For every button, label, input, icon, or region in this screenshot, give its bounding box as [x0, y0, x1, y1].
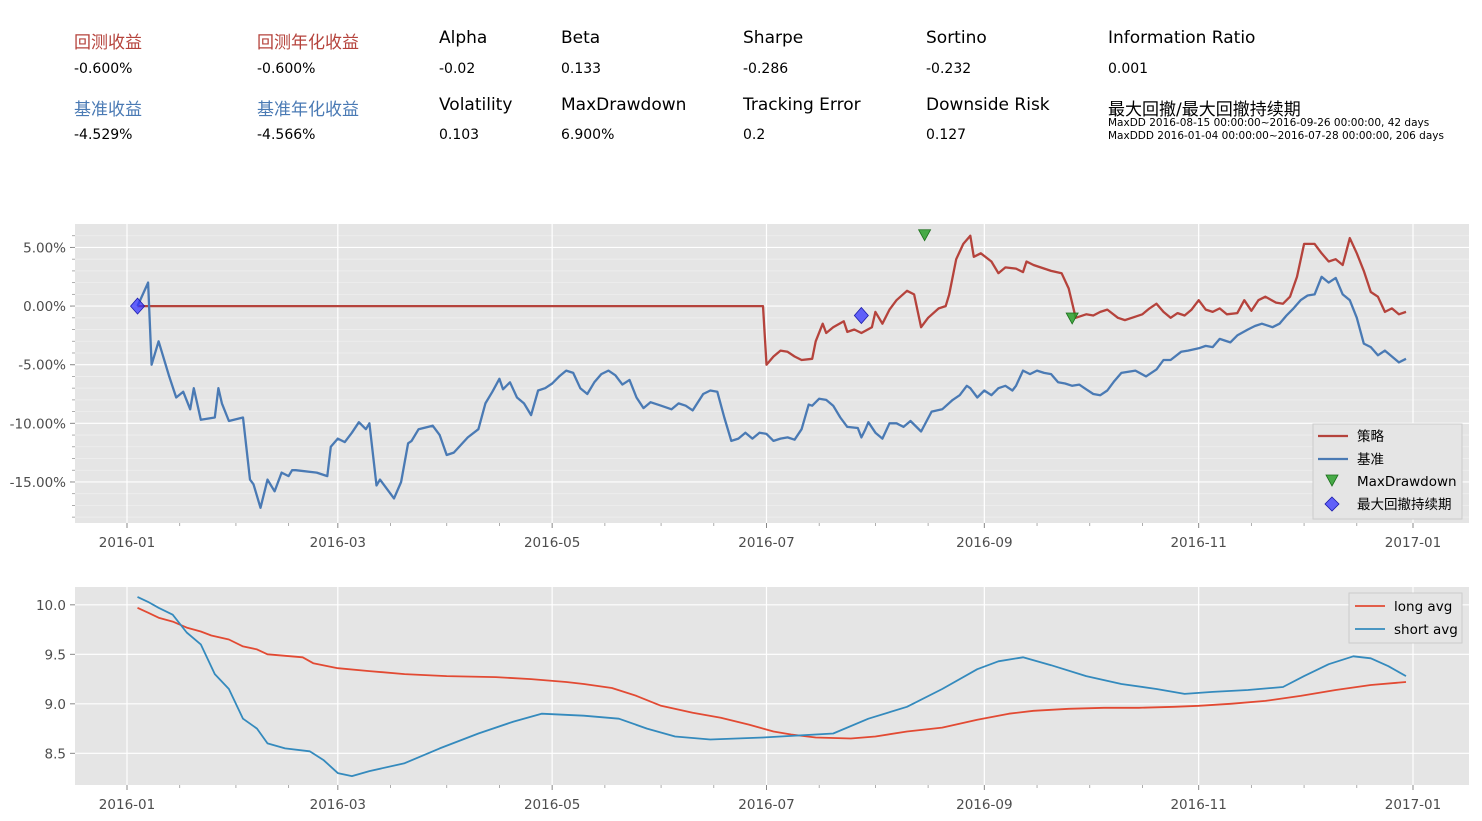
max-drawdown-duration-marker — [853, 306, 869, 325]
metric-label-benchmark-return: 基准收益 — [74, 100, 142, 120]
y-tick-label: 0.00% — [23, 299, 66, 315]
y-tick-label: -10.00% — [10, 416, 67, 432]
equity-chart: 2016-01 2016-03 2016-05 2016-07 2016-09 2016-… — [10, 224, 1469, 551]
legend-swatch-maxdrawdown — [1325, 474, 1339, 487]
legend-label-long-avg: long avg — [1394, 599, 1452, 615]
metric-label-backtest-annual-return: 回测年化收益 — [257, 33, 359, 53]
legend-label-short-avg: short avg — [1394, 622, 1458, 638]
maxdrawdown-marker — [917, 229, 932, 242]
metric-value-alpha: -0.02 — [439, 61, 476, 77]
x-tick-label: 2016-09 — [956, 797, 1012, 813]
x-tick-label: 2016-11 — [1170, 797, 1226, 813]
x-tick-label: 2016-07 — [738, 797, 794, 813]
metric-label-volatility: Volatility — [439, 95, 513, 115]
plot-background — [75, 587, 1469, 785]
legend-label-max-drawdown-duration: 最大回撤持续期 — [1357, 497, 1452, 513]
legend-label-maxdrawdown: MaxDrawdown — [1357, 474, 1457, 490]
metric-label-information-ratio: Information Ratio — [1108, 28, 1256, 48]
y-tick-label: 9.5 — [45, 647, 66, 663]
metrics-panel: 回测收益 -0.600% 回测年化收益 -0.600% Alpha -0.02 … — [0, 0, 1482, 180]
metric-label-downside-risk: Downside Risk — [926, 95, 1050, 115]
plot-background — [75, 224, 1469, 523]
metric-label-benchmark-annual-return: 基准年化收益 — [257, 100, 359, 120]
metric-value-benchmark-return: -4.529% — [74, 127, 133, 143]
metric-value-volatility: 0.103 — [439, 127, 480, 143]
max-drawdown-duration-marker — [130, 297, 146, 315]
x-tick-label: 2016-01 — [99, 797, 155, 813]
series-line-1 — [137, 606, 1407, 740]
x-tick-label: 2016-03 — [310, 797, 366, 813]
series-line-2 — [137, 596, 1407, 777]
y-tick-label: -15.00% — [10, 475, 67, 491]
metric-label-max-drawdown-duration: 最大回撤/最大回撤持续期 — [1108, 100, 1301, 120]
x-tick-label: 2017-01 — [1385, 797, 1441, 813]
series-line-1 — [137, 234, 1407, 366]
y-tick-label: 10.0 — [36, 598, 66, 614]
x-tick-label: 2016-07 — [738, 535, 794, 551]
maxddd-note: MaxDDD 2016-01-04 00:00:00~2016-07-28 00… — [1108, 130, 1444, 142]
legend-label-benchmark: 基准 — [1357, 451, 1384, 468]
x-tick-label: 2016-05 — [524, 535, 580, 551]
metric-label-sharpe: Sharpe — [743, 28, 804, 48]
metric-label-tracking-error: Tracking Error — [743, 95, 861, 115]
legend-frame — [1348, 592, 1463, 644]
metric-label-beta: Beta — [561, 28, 601, 48]
metric-value-sharpe: -0.286 — [743, 61, 789, 77]
x-tick-label: 2016-11 — [1170, 535, 1226, 551]
x-tick-label: 2017-01 — [1385, 535, 1441, 551]
metric-value-backtest-annual-return: -0.600% — [257, 61, 316, 77]
metric-value-benchmark-annual-return: -4.566% — [257, 127, 316, 143]
series-line-2 — [136, 275, 1407, 509]
x-tick-label: 2016-03 — [310, 535, 366, 551]
metric-value-information-ratio: 0.001 — [1108, 61, 1149, 77]
moving-average-chart: 2016-01 2016-03 2016-05 2016-07 2016-09 2016-… — [36, 587, 1469, 813]
x-tick-label: 2016-01 — [99, 535, 155, 551]
metric-label-sortino: Sortino — [926, 28, 987, 48]
metric-value-tracking-error: 0.2 — [743, 127, 766, 143]
metric-value-maxdrawdown: 6.900% — [561, 127, 615, 143]
metric-value-beta: 0.133 — [561, 61, 602, 77]
maxdrawdown-marker — [1065, 312, 1079, 325]
metric-label-maxdrawdown: MaxDrawdown — [561, 95, 687, 115]
metric-value-sortino: -0.232 — [926, 61, 972, 77]
maxdd-note: MaxDD 2016-08-15 00:00:00~2016-09-26 00:… — [1108, 117, 1430, 129]
y-tick-label: 8.5 — [45, 746, 66, 762]
metric-label-backtest-return: 回测收益 — [74, 33, 142, 53]
metric-value-backtest-return: -0.600% — [74, 61, 133, 77]
legend-label-strategy: 策略 — [1357, 428, 1385, 445]
x-tick-label: 2016-09 — [956, 535, 1012, 551]
y-tick-label: 9.0 — [45, 697, 66, 713]
x-tick-label: 2016-05 — [524, 797, 580, 813]
y-tick-label: 5.00% — [23, 240, 66, 256]
legend-swatch-max-drawdown-duration — [1324, 496, 1340, 512]
y-tick-label: -5.00% — [18, 358, 66, 374]
metric-value-downside-risk: 0.127 — [926, 127, 967, 143]
legend-bottom: long avg short avg — [1348, 592, 1463, 644]
metric-label-alpha: Alpha — [439, 28, 488, 48]
